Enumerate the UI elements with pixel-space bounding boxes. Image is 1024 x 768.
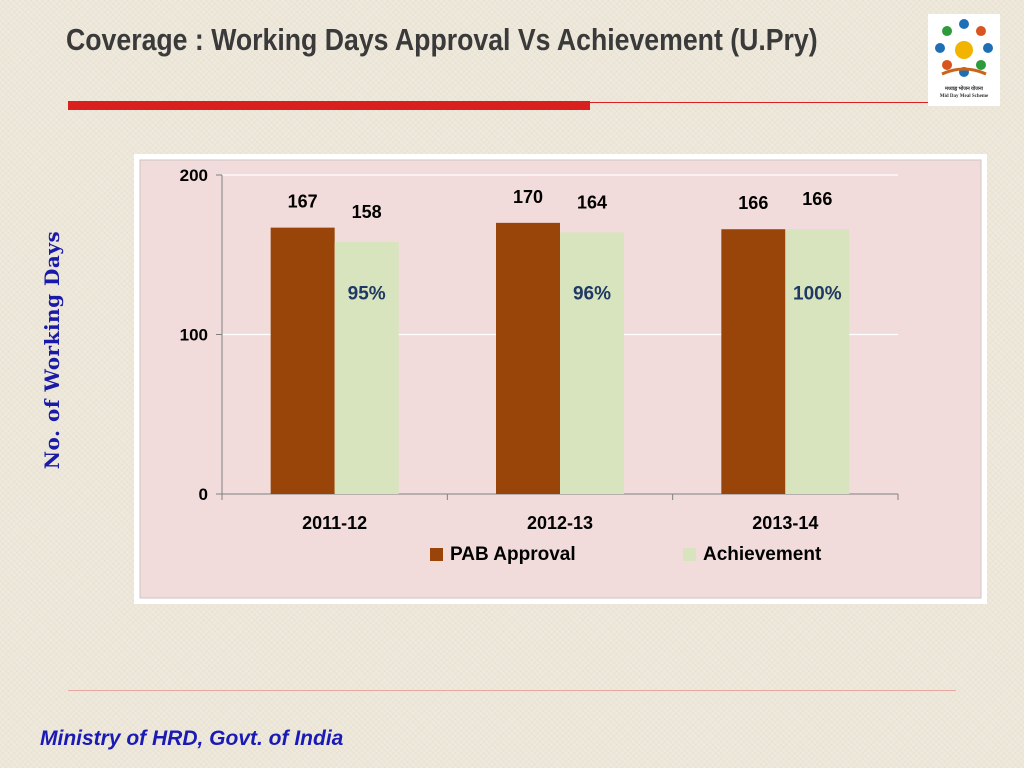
data-label-pab-approval: 170: [513, 187, 543, 207]
legend-label-achievement: Achievement: [703, 544, 822, 565]
data-label-achievement: 164: [577, 192, 607, 212]
legend-swatch-pab-approval: [430, 548, 443, 561]
y-tick-label: 200: [180, 166, 208, 185]
data-label-achievement: 158: [352, 202, 382, 222]
percent-label: 96%: [573, 283, 611, 304]
x-tick-label: 2011-12: [302, 513, 367, 533]
data-label-pab-approval: 166: [738, 193, 768, 213]
bar-pab-approval: [496, 222, 560, 494]
logo-caption-english: Mid Day Meal Scheme: [939, 94, 989, 99]
y-axis-label: No. of Working Days: [40, 230, 64, 470]
y-tick-label: 100: [180, 326, 208, 345]
footer-text: Ministry of HRD, Govt. of India: [40, 727, 344, 750]
legend-label-pab-approval: PAB Approval: [450, 544, 576, 565]
title-underline-thick: [68, 101, 590, 110]
bar-achievement: [334, 241, 399, 494]
logo-caption-hindi: मध्याह्न भोजन योजना: [945, 87, 983, 92]
mid-day-meal-logo-icon: [935, 19, 993, 77]
bar-chart: 0 100 200 167 158 95% 2011-12 170 164 96% 2012-13 1…: [139, 159, 982, 599]
bar-achievement: [785, 229, 850, 494]
legend-swatch-achievement: [683, 548, 696, 561]
logo-figure: [983, 43, 993, 53]
logo-figure: [959, 19, 969, 29]
chart-frame: 0 100 200 167 158 95% 2011-12 170 164 96% 2012-13 1…: [134, 154, 987, 604]
slide-title: Coverage : Working Days Approval Vs Achi…: [66, 22, 818, 57]
x-tick-label: 2012-13: [527, 513, 593, 533]
footer-divider: [68, 690, 956, 691]
mid-day-meal-logo: मध्याह्न भोजन योजना Mid Day Meal Scheme: [928, 14, 1000, 106]
data-label-pab-approval: 167: [288, 192, 318, 212]
logo-figure: [935, 43, 945, 53]
y-tick-label: 0: [199, 485, 208, 504]
percent-label: 100%: [793, 283, 842, 304]
logo-figure: [975, 26, 986, 37]
bar-pab-approval: [270, 227, 335, 494]
percent-label: 95%: [348, 283, 386, 304]
data-label-achievement: 166: [802, 189, 832, 209]
bar-achievement: [560, 232, 624, 495]
logo-figure: [975, 59, 986, 70]
x-tick-label: 2013-14: [752, 513, 818, 533]
logo-figure: [942, 59, 953, 70]
bar-pab-approval: [721, 229, 786, 494]
logo-figure: [942, 26, 953, 37]
title-underline-thin: [590, 102, 930, 103]
